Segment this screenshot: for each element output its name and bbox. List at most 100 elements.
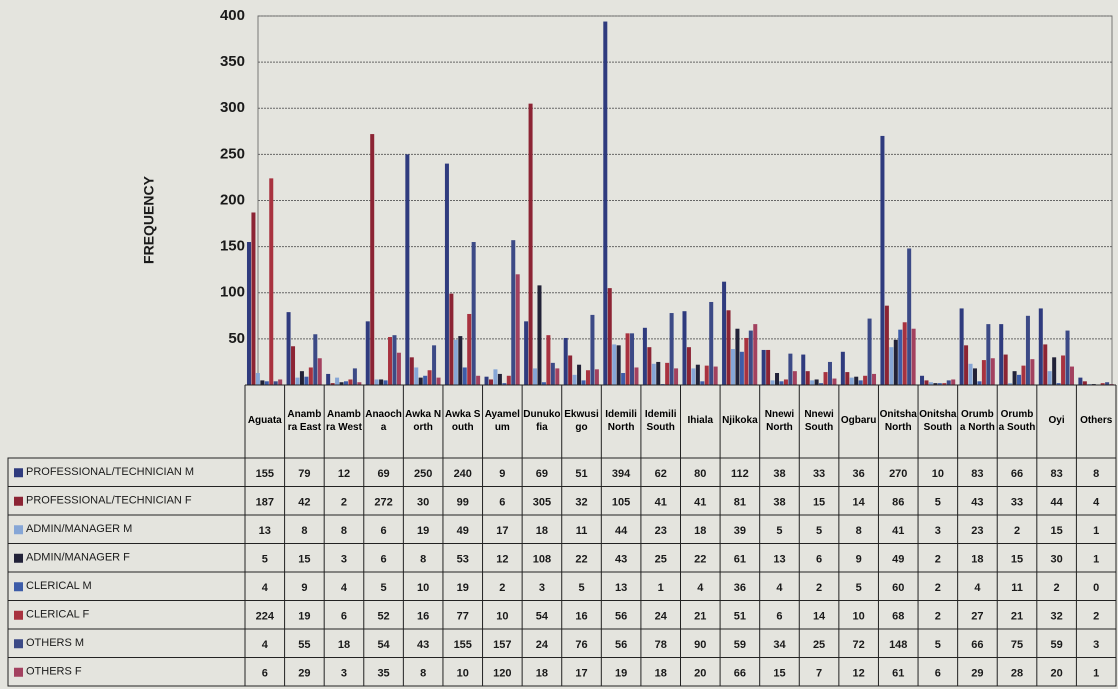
bar [669,313,674,385]
bar [884,305,889,385]
bar [273,381,278,385]
table-cell: 32 [575,497,587,509]
bar [1008,383,1013,385]
table-cell: 61 [734,554,746,566]
table-cell: 25 [655,554,667,566]
table-cell: 23 [971,525,983,537]
table-cell: 6 [381,554,387,566]
legend-key [14,496,23,506]
category-cell: Ekwusigo [564,409,598,433]
table-cell: 44 [615,525,628,537]
table-cell: 25 [813,639,825,651]
legend-key [14,582,23,592]
bar [1030,359,1035,385]
table-cell: 56 [615,611,627,623]
bar [735,328,740,385]
bar [388,337,393,385]
y-tick-label: 50 [228,330,245,347]
table-cell: 9 [856,554,862,566]
bar [972,368,977,385]
legend-key [14,525,23,535]
table-cell: 10 [496,611,508,623]
table-cell: 12 [853,668,865,680]
bar [409,357,414,385]
table-cell: 34 [773,639,786,651]
table-cell: 4 [776,582,783,594]
legend-key [14,468,23,478]
table-cell: 78 [655,639,667,651]
bar [357,382,362,385]
table-cell: 224 [256,611,275,623]
bar [524,321,529,385]
bar [928,382,933,385]
bar [370,134,375,385]
bar [365,321,370,385]
bar [572,374,577,385]
bar [907,248,912,385]
table-cell: 5 [935,639,941,651]
table-cell: 5 [776,525,782,537]
bar [775,373,780,385]
table-cell: 19 [615,668,627,680]
table-cell: 155 [454,639,472,651]
bar [405,154,410,385]
bar [951,379,956,385]
table-cell: 20 [1050,668,1062,680]
table-cell: 3 [341,668,347,680]
table-cell: 69 [377,468,389,480]
bar [854,376,859,385]
table-cell: 99 [457,497,469,509]
table-cell: 39 [734,525,746,537]
bar [462,367,467,385]
category-cell: Njikoka [722,415,758,426]
bar [722,281,727,385]
table-cell: 59 [1050,639,1062,651]
bar [902,322,907,385]
bar [1017,374,1022,385]
bar [374,379,379,385]
category-cell: Anambra West [326,409,362,433]
table-cell: 112 [731,468,749,480]
table-cell: 5 [816,525,822,537]
bar [255,373,260,385]
bar [590,314,595,385]
table-cell: 38 [773,468,785,480]
table-cell: 9 [301,582,307,594]
bar [819,383,824,385]
bar [607,288,612,385]
bar [568,355,573,385]
table-cell: 30 [417,497,429,509]
category-cell: Ihiala [688,415,714,426]
table-cell: 270 [889,468,907,480]
table-cell: 19 [457,582,469,594]
table-cell: 61 [892,668,904,680]
legend-label: CLERICAL M [26,580,92,592]
bar [990,358,995,385]
table-cell: 53 [457,554,469,566]
x-tick-label: Others [1080,415,1113,427]
table-cell: 24 [536,639,549,651]
x-tick-label: Idemili North [605,409,637,433]
bar [981,360,986,385]
bar [959,308,964,385]
bar [295,377,300,385]
bar [330,383,335,385]
table-cell: 33 [1011,497,1023,509]
category-cell: Nnewi South [804,409,833,433]
table-cell: 4 [262,639,269,651]
table-cell: 187 [256,497,274,509]
table-cell: 240 [454,468,472,480]
bar [744,337,749,385]
bar [453,339,458,385]
bar [471,242,476,385]
table-cell: 76 [575,639,587,651]
table-cell: 6 [499,497,505,509]
table-cell: 250 [414,468,432,480]
table-cell: 8 [420,668,426,680]
bar [581,380,586,385]
table-cell: 42 [298,497,310,509]
table-cell: 5 [856,582,862,594]
bar [502,383,507,385]
table-cell: 10 [457,668,469,680]
bar [396,352,401,385]
